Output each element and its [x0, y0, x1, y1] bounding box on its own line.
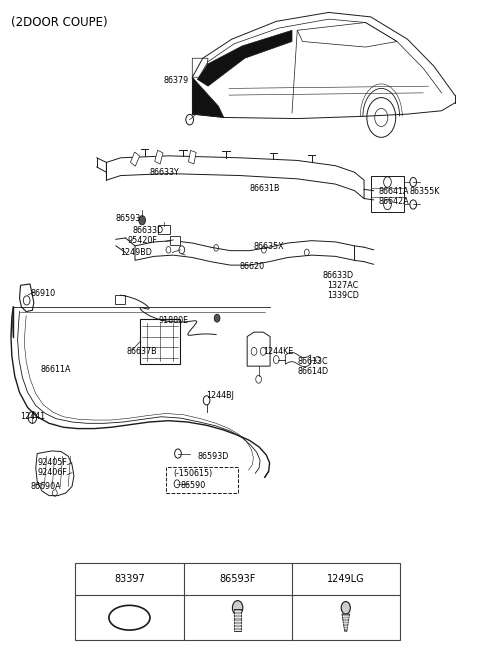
Bar	[371, 176, 404, 212]
Bar	[75, 563, 400, 640]
Circle shape	[186, 114, 193, 125]
Text: 86641A: 86641A	[378, 187, 409, 197]
Text: 1249LG: 1249LG	[327, 574, 365, 584]
Text: 86631B: 86631B	[250, 184, 280, 193]
Text: 86613C: 86613C	[297, 357, 328, 366]
Text: 1339CD: 1339CD	[327, 291, 359, 300]
Circle shape	[232, 601, 243, 615]
Bar	[234, 609, 241, 631]
Text: 86593: 86593	[116, 214, 141, 223]
Polygon shape	[192, 77, 224, 117]
Text: 86637B: 86637B	[126, 346, 157, 356]
Circle shape	[410, 200, 417, 209]
Text: 95420F: 95420F	[128, 236, 158, 245]
Polygon shape	[342, 614, 349, 631]
Text: 86633D: 86633D	[132, 226, 164, 234]
Text: 1244BJ: 1244BJ	[206, 391, 234, 400]
Text: 83397: 83397	[114, 574, 145, 584]
Circle shape	[341, 601, 350, 614]
Text: 86635X: 86635X	[253, 242, 284, 251]
Text: 86611A: 86611A	[40, 365, 71, 374]
Text: 86614D: 86614D	[297, 367, 328, 376]
Bar	[131, 152, 140, 166]
Text: 86642A: 86642A	[378, 197, 409, 207]
Text: 1327AC: 1327AC	[327, 281, 358, 290]
Circle shape	[367, 98, 396, 137]
Text: 1249BD: 1249BD	[120, 248, 152, 257]
Circle shape	[179, 246, 185, 253]
Text: 86620: 86620	[239, 262, 264, 271]
Text: 86633Y: 86633Y	[149, 168, 179, 177]
Text: 1244KE: 1244KE	[263, 346, 293, 356]
Text: (2DOOR COUPE): (2DOOR COUPE)	[11, 16, 108, 29]
FancyBboxPatch shape	[158, 225, 170, 234]
Text: (-150615): (-150615)	[173, 469, 213, 478]
Circle shape	[256, 376, 262, 383]
Circle shape	[175, 449, 181, 458]
Bar	[155, 150, 163, 164]
Text: 86910: 86910	[31, 289, 56, 298]
Text: 86690A: 86690A	[31, 482, 61, 491]
Text: 86379: 86379	[164, 76, 189, 84]
Polygon shape	[198, 30, 292, 86]
Circle shape	[28, 411, 36, 423]
Text: 91880E: 91880E	[159, 315, 189, 325]
Text: 92406F: 92406F	[37, 468, 67, 477]
Circle shape	[139, 216, 145, 225]
Bar	[140, 319, 180, 364]
FancyBboxPatch shape	[170, 236, 180, 246]
Text: 86593F: 86593F	[219, 574, 256, 584]
Circle shape	[203, 396, 210, 405]
Text: 86633D: 86633D	[322, 271, 353, 280]
FancyBboxPatch shape	[116, 295, 125, 304]
Bar	[189, 150, 196, 164]
Circle shape	[214, 314, 220, 322]
Text: 86590: 86590	[180, 481, 205, 490]
Text: 86593D: 86593D	[197, 451, 228, 461]
Bar	[166, 467, 238, 493]
Text: 12441: 12441	[21, 412, 46, 421]
Circle shape	[174, 480, 180, 488]
Text: 92405F: 92405F	[37, 458, 67, 467]
Text: 86355K: 86355K	[409, 187, 440, 197]
Circle shape	[410, 178, 417, 187]
